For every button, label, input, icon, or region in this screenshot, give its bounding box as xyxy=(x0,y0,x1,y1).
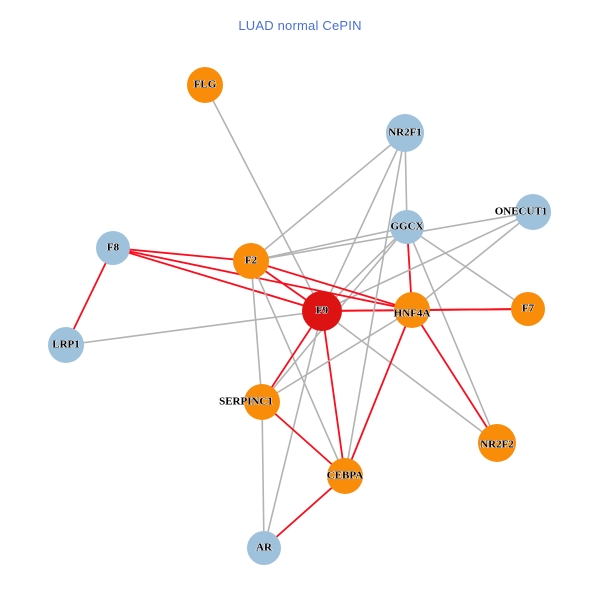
edge-f8-f2[interactable] xyxy=(112,247,252,262)
node-f9[interactable]: F9 xyxy=(302,291,342,331)
node-cebpa[interactable]: CEBPA xyxy=(326,458,364,494)
node-lrp1[interactable]: LRP1 xyxy=(48,327,84,363)
node-circle-nr2f1[interactable] xyxy=(386,114,424,152)
edge-cebpa-nr2f1[interactable] xyxy=(344,132,406,477)
node-f7[interactable]: F7 xyxy=(511,292,545,326)
node-label-serpinc1: SERPINC1 xyxy=(219,396,273,408)
edge-f8-hnf4a[interactable] xyxy=(112,247,413,311)
node-hnf4a[interactable]: HNF4A xyxy=(393,292,431,328)
node-circle-ar[interactable] xyxy=(247,531,281,565)
node-label-f8: F8 xyxy=(107,242,120,254)
node-label-ggcx: GGCX xyxy=(391,221,424,233)
node-circle-hnf4a[interactable] xyxy=(394,292,430,328)
node-label-nr2f2: NR2F2 xyxy=(480,439,514,451)
edge-f9-nr2f2[interactable] xyxy=(321,310,498,444)
edge-nr2f1-f2[interactable] xyxy=(250,132,406,262)
node-ggcx[interactable]: GGCX xyxy=(390,210,424,244)
node-circle-flg[interactable] xyxy=(187,67,223,103)
edge-f9-cebpa[interactable] xyxy=(321,310,346,477)
node-layer: FLG NR2F1 GGCX ONECUT1 F8 F2 F9 HNF4A F7 LRP1 SERP… xyxy=(48,67,551,565)
node-nr2f1[interactable]: NR2F1 xyxy=(386,114,424,152)
node-circle-serpinc1[interactable] xyxy=(244,384,280,420)
edge-f2-hnf4a[interactable] xyxy=(250,260,413,311)
node-label-ar: AR xyxy=(256,542,273,554)
edge-serpinc1-cebpa[interactable] xyxy=(261,401,346,477)
edge-hnf4a-nr2f2[interactable] xyxy=(411,309,498,444)
node-circle-f9[interactable] xyxy=(302,291,342,331)
edge-layer xyxy=(65,84,534,549)
node-circle-f2[interactable] xyxy=(233,243,269,279)
edge-hnf4a-cebpa[interactable] xyxy=(344,309,413,477)
node-label-lrp1: LRP1 xyxy=(52,339,80,351)
node-circle-onecut1[interactable] xyxy=(515,194,551,230)
node-circle-lrp1[interactable] xyxy=(48,327,84,363)
node-label-f2: F2 xyxy=(245,255,258,267)
node-circle-f7[interactable] xyxy=(511,292,545,326)
node-ar[interactable]: AR xyxy=(247,531,281,565)
edge-onecut1-hnf4a[interactable] xyxy=(411,211,534,311)
node-label-flg: FLG xyxy=(194,79,217,91)
node-onecut1[interactable]: ONECUT1 xyxy=(494,194,551,230)
node-f2[interactable]: F2 xyxy=(233,243,269,279)
edge-f2-serpinc1[interactable] xyxy=(250,260,263,403)
edge-f9-lrp1[interactable] xyxy=(65,310,323,346)
edge-nr2f1-f9[interactable] xyxy=(321,132,406,312)
edge-onecut1-f2[interactable] xyxy=(250,211,534,262)
node-label-cebpa: CEBPA xyxy=(327,470,364,482)
node-label-nr2f1: NR2F1 xyxy=(388,127,422,139)
edge-cebpa-ar[interactable] xyxy=(263,475,346,549)
node-circle-cebpa[interactable] xyxy=(327,458,363,494)
edge-ggcx-f7[interactable] xyxy=(406,226,529,310)
edge-ggcx-f2[interactable] xyxy=(250,226,408,262)
node-circle-f8[interactable] xyxy=(96,231,130,265)
node-label-f7: F7 xyxy=(522,303,535,315)
edge-hnf4a-f7[interactable] xyxy=(411,308,529,311)
node-circle-nr2f2[interactable] xyxy=(478,424,516,462)
edge-hnf4a-serpinc1[interactable] xyxy=(261,309,413,403)
node-f8[interactable]: F8 xyxy=(96,231,130,265)
edge-ggcx-nr2f2[interactable] xyxy=(406,226,498,444)
edge-flg-f9[interactable] xyxy=(204,84,323,312)
edge-serpinc1-ar[interactable] xyxy=(261,401,265,549)
node-label-onecut1: ONECUT1 xyxy=(495,206,548,218)
node-label-f9: F9 xyxy=(316,305,329,317)
edge-onecut1-f9[interactable] xyxy=(321,211,534,312)
edge-f8-f9[interactable] xyxy=(112,247,323,312)
node-flg[interactable]: FLG xyxy=(187,67,223,103)
node-circle-ggcx[interactable] xyxy=(390,210,424,244)
node-nr2f2[interactable]: NR2F2 xyxy=(478,424,516,462)
edge-f2-cebpa[interactable] xyxy=(250,260,346,477)
node-label-hnf4a: HNF4A xyxy=(394,308,431,320)
node-serpinc1[interactable]: SERPINC1 xyxy=(219,384,280,420)
page-title: LUAD normal CePIN xyxy=(238,18,362,33)
